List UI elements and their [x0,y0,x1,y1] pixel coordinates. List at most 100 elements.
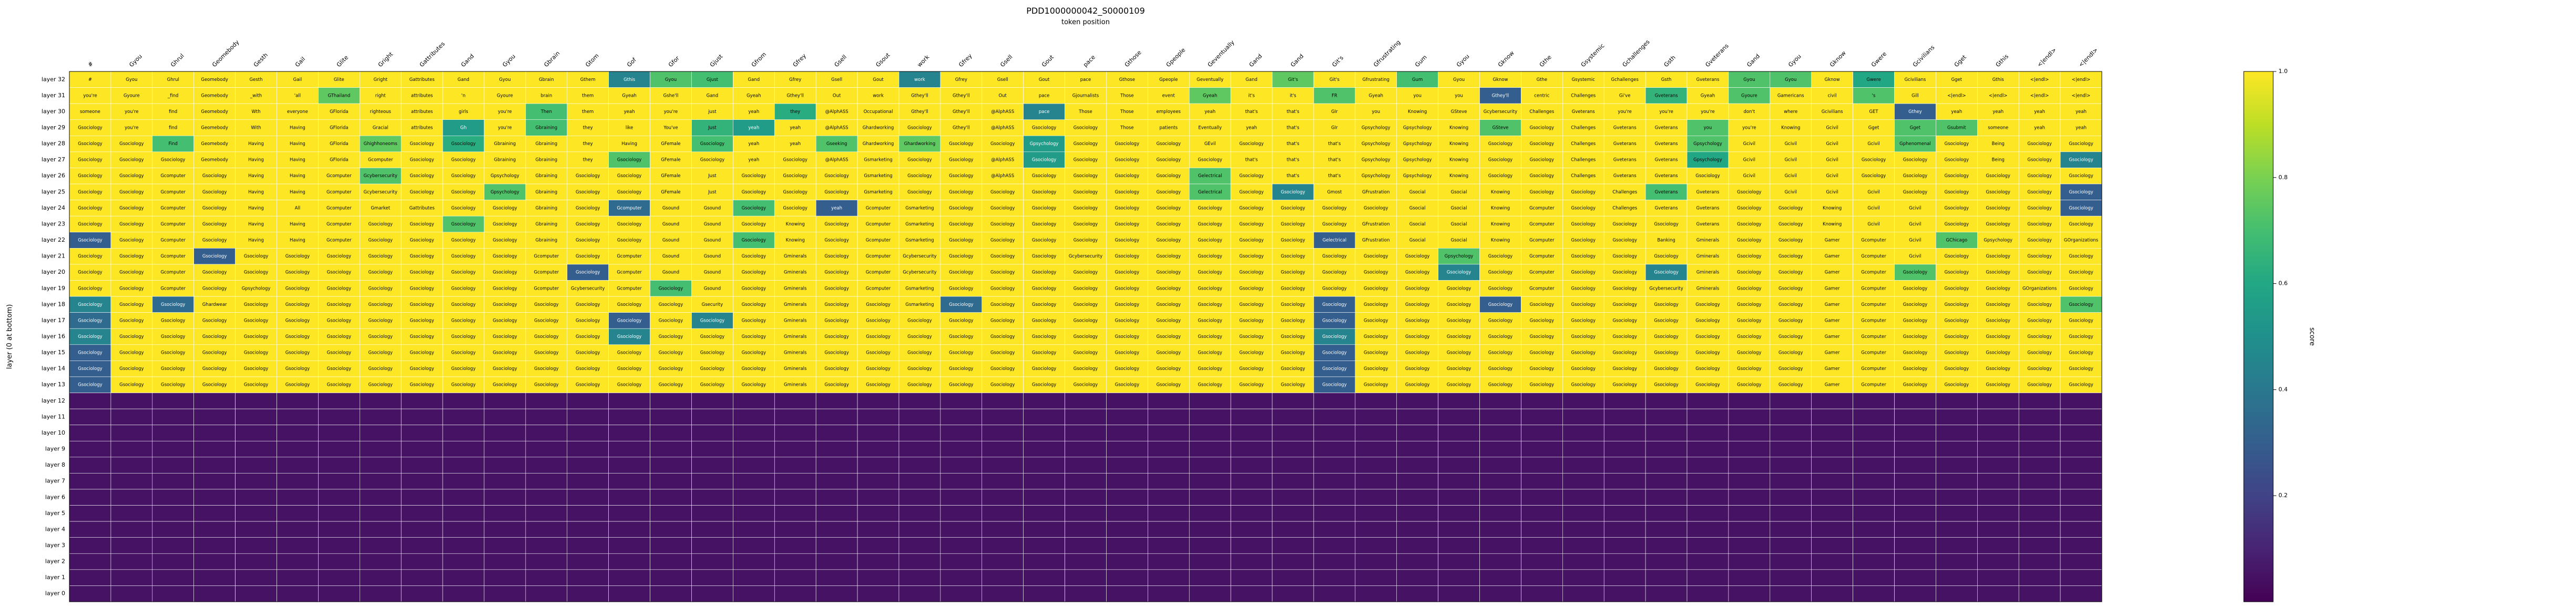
cell-label: Gsociology [1281,302,1305,307]
heatmap-cell [359,585,402,602]
heatmap-cell [1479,361,1521,377]
heatmap-cell [1148,71,1190,88]
heatmap-cell [69,264,111,281]
heatmap-cell [1686,376,1729,393]
heatmap-cell [1230,569,1273,586]
heatmap-cell [691,393,733,409]
heatmap-cell [1479,87,1521,104]
x-tick-label: Gum [1414,54,1428,68]
cell-label: Gsociology [534,334,558,339]
x-tick-label: Gand [1289,53,1305,68]
heatmap-cell [525,425,568,441]
cell-label: Gsociology [1530,366,1554,372]
heatmap-cell [484,425,526,441]
heatmap-cell [1894,296,1936,313]
cell-label: Gsociology [202,351,227,356]
heatmap-cell [1023,457,1065,474]
x-tick-label: Ghrul [169,53,185,68]
heatmap-cell [193,393,236,409]
heatmap-cell [1645,200,1688,217]
heatmap-cell [815,408,858,425]
heatmap-cell [1479,553,1521,570]
heatmap-cell [1853,408,1895,425]
heatmap-cell [733,71,775,88]
heatmap-cell [1521,489,1563,506]
cell-label: Gsociology [1405,351,1429,356]
heatmap-cell [277,71,319,88]
heatmap-cell [359,344,402,361]
cell-label: Gveterans [1655,205,1678,211]
cell-label: Gsocial [1451,205,1467,211]
cell-label: Gsociology [742,222,766,227]
cell-label: Gsociology [2069,173,2093,179]
heatmap-cell [1189,312,1231,329]
cell-label: Gsociology [451,190,475,195]
heatmap-cell [815,183,858,200]
heatmap-cell [1562,457,1604,474]
x-tick-label: Gyou [1455,53,1471,69]
heatmap-cell [1479,393,1521,409]
cell-label: Gsociology [1945,205,1969,211]
cell-label: Gcomputer [326,205,352,211]
cell-label: Banking [1657,238,1675,243]
heatmap-cell [1438,136,1480,152]
heatmap-cell [1770,119,1812,136]
cell-label: Gcomputer [326,238,352,243]
heatmap-cell [1148,87,1190,104]
cell-label: that's [1286,109,1300,115]
heatmap-cell [442,103,485,120]
heatmap-cell [1521,119,1563,136]
heatmap-cell [608,569,650,586]
heatmap-cell [401,361,443,377]
heatmap-cell [1230,168,1273,184]
heatmap-cell [1272,328,1314,345]
cell-label: righteous [370,109,392,115]
heatmap-cell [815,473,858,490]
cell-label: Gsociology [119,351,144,356]
heatmap-cell [318,296,360,313]
cell-label: Gsociology [1239,141,1263,147]
cell-label: Challenges [1571,173,1596,179]
heatmap-cell [1355,183,1397,200]
heatmap-cell [940,489,983,506]
cell-label: Gsociology [617,351,641,356]
heatmap-cell [525,215,568,233]
cell-label: Gcomputer [1529,254,1555,259]
cell-label: Gsociology [1198,270,1222,275]
heatmap-cell [1936,328,1978,345]
heatmap-cell [1479,328,1521,345]
cell-label: Gget [1910,126,1921,131]
cell-label: Gsociology [990,205,1015,211]
cell-label: Gsociology [1281,318,1305,323]
heatmap-cell [691,232,733,249]
cell-label: you're [1742,126,1756,131]
heatmap-cell [1396,505,1438,522]
cell-label: Gthey'll [953,126,970,131]
cell-label: Gsociology [1074,205,1098,211]
heatmap-cell [1023,280,1065,297]
cell-label: Gthey'll [953,109,970,115]
cell-label: yeah [748,158,759,163]
heatmap-cell [235,215,277,233]
heatmap-cell [1065,537,1107,554]
cell-label: someone [1988,126,2008,131]
heatmap-cell [1148,553,1190,570]
heatmap-cell [1728,457,1771,474]
y-tick-label: layer 25 [42,188,65,195]
heatmap-cell [1603,440,1646,458]
heatmap-cell [2018,393,2061,409]
cell-label: Gcomputer [1861,302,1886,307]
heatmap-cell [1770,280,1812,297]
cell-label: Gsociology [1945,254,1969,259]
heatmap-cell [1853,232,1895,249]
cell-label: Gminerals [1696,254,1720,259]
cell-label: Those [1078,109,1092,115]
y-tick-label: layer 8 [45,461,65,468]
heatmap-cell [1106,119,1148,136]
heatmap-cell [1189,119,1231,136]
heatmap-cell [277,296,319,313]
heatmap-cell [1023,537,1065,554]
heatmap-cell [484,473,526,490]
heatmap-cell [1148,119,1190,136]
heatmap-cell [235,71,277,88]
